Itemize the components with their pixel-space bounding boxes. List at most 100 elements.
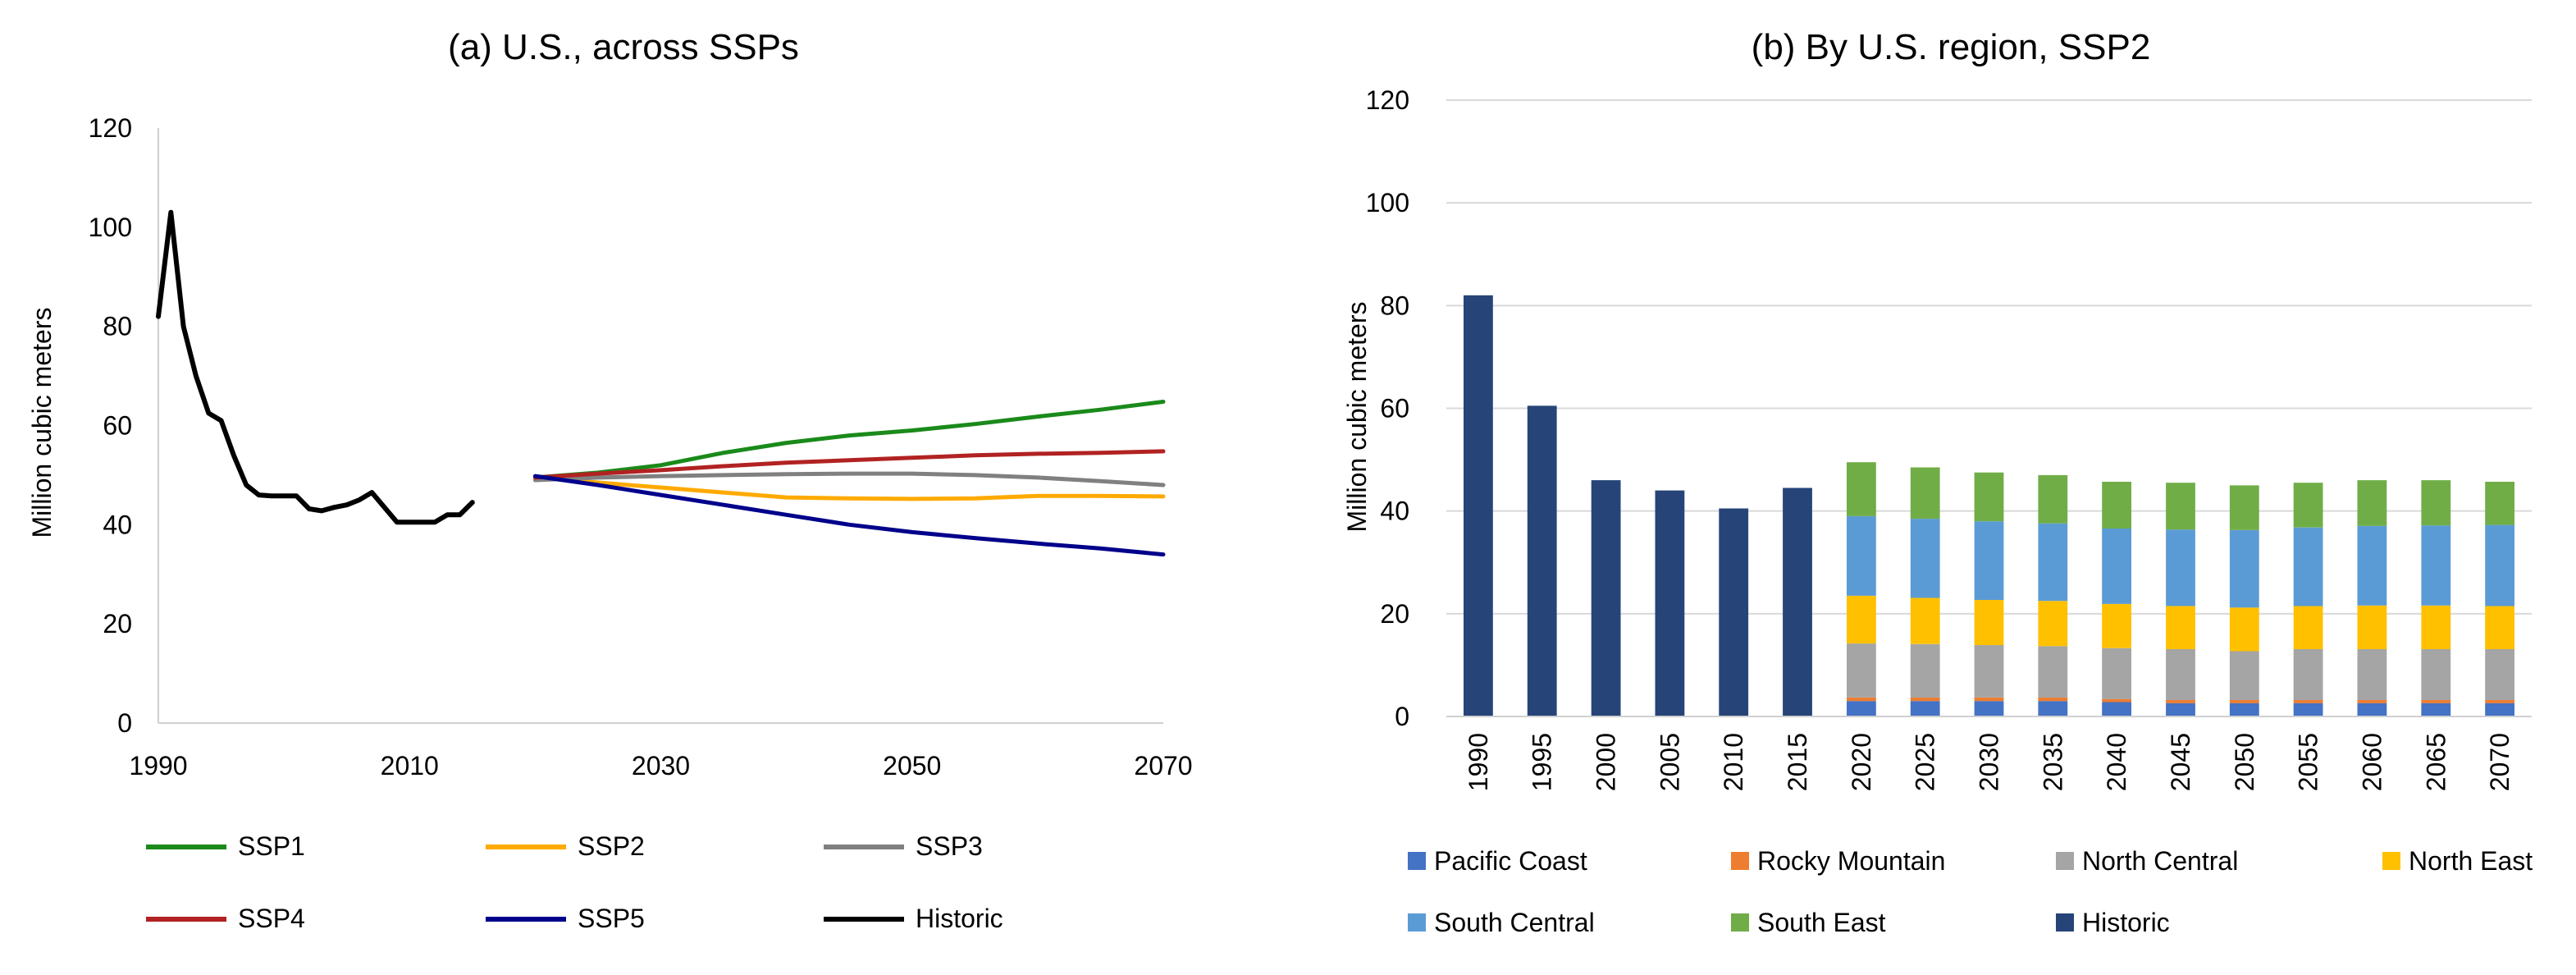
bar-segment-north-central	[1974, 645, 2004, 698]
bar-segment-historic	[1527, 405, 1557, 716]
legend-label-ssp3: SSP3	[916, 831, 983, 861]
bar-segment-pacific-coast	[2102, 702, 2131, 716]
chart-a-y-tick-label: 100	[89, 213, 132, 242]
chart-b-x-tick-label: 2070	[2485, 733, 2514, 791]
series-line-ssp3	[532, 471, 1166, 488]
bar-segment-north-east	[2485, 606, 2514, 649]
series-line-historic	[156, 209, 475, 525]
chart-a-x-tick-label: 2050	[883, 751, 941, 780]
bar-segment-south-central	[2166, 529, 2195, 607]
legend-swatch-pacific-coast	[1408, 852, 1426, 870]
bar-segment-south-central	[2229, 529, 2259, 608]
chart-b: (b) By U.S. region, SSP2 Million cubic m…	[1342, 27, 2533, 937]
legend-label-ssp2: SSP2	[578, 831, 645, 861]
bar-segment-pacific-coast	[2229, 703, 2259, 716]
bar-segment-historic	[1783, 488, 1812, 716]
legend-swatch-north-east	[2382, 852, 2400, 870]
chart-b-x-tick-label: 2030	[1975, 733, 2004, 791]
bar-segment-pacific-coast	[2293, 703, 2323, 716]
chart-b-x-tick-label: 2065	[2421, 733, 2450, 791]
chart-a-y-tick-label: 80	[103, 312, 132, 341]
bar-segment-south-central	[2421, 525, 2451, 606]
bar-segment-rocky-mountain	[1847, 697, 1876, 702]
chart-a-title: (a) U.S., across SSPs	[448, 27, 799, 67]
legend-label-north-central: North Central	[2082, 846, 2238, 876]
bar-segment-south-central	[1847, 515, 1876, 596]
chart-b-x-tick-label: 1995	[1528, 733, 1557, 791]
bar-segment-north-east	[2421, 605, 2451, 649]
bar-segment-rocky-mountain	[2166, 700, 2195, 703]
bar-segment-rocky-mountain	[2229, 700, 2259, 703]
legend-swatch-south-central	[1408, 913, 1426, 932]
chart-b-title: (b) By U.S. region, SSP2	[1752, 27, 2151, 67]
chart-b-y-tick-label: 120	[1366, 85, 1409, 115]
chart-b-x-tick-label: 2055	[2294, 733, 2323, 791]
bar-segment-rocky-mountain	[2357, 700, 2387, 703]
chart-b-x-tick-label: 2020	[1847, 733, 1876, 791]
bar-segment-north-east	[1847, 595, 1876, 644]
chart-b-y-tick-label: 0	[1395, 702, 1409, 731]
bar-segment-pacific-coast	[2485, 703, 2514, 716]
bar-segment-historic	[1591, 480, 1621, 716]
bar-segment-pacific-coast	[1910, 701, 1940, 716]
legend-label-rocky-mountain: Rocky Mountain	[1757, 846, 1945, 876]
bar-segment-north-central	[1910, 643, 1940, 698]
bar-segment-rocky-mountain	[2293, 700, 2323, 703]
chart-b-x-tick-label: 2015	[1783, 733, 1812, 791]
chart-a-y-axis-label: Million cubic meters	[27, 308, 57, 538]
series-line-ssp4	[532, 449, 1166, 480]
bar-segment-south-east	[1974, 472, 2004, 522]
legend-label-south-central: South Central	[1434, 908, 1595, 937]
chart-b-x-tick-label: 2005	[1655, 733, 1684, 791]
bar-segment-south-east	[2102, 482, 2131, 529]
bar-segment-north-east	[2229, 607, 2259, 652]
chart-b-x-tick-label: 2035	[2038, 733, 2067, 791]
legend-label-historic: Historic	[916, 904, 1003, 933]
bar-segment-south-central	[1974, 521, 2004, 600]
bar-segment-rocky-mountain	[2038, 697, 2068, 702]
chart-b-legend-item: Pacific Coast	[1408, 846, 1587, 876]
chart-a-axes: 0 20 40 60 80 100 120 1990 2010 2030 2050 2070	[89, 113, 1193, 780]
bar-segment-historic	[1464, 295, 1493, 716]
legend-swatch-north-central	[2056, 852, 2074, 870]
bar-segment-south-east	[2038, 474, 2068, 524]
bar-segment-historic	[1719, 508, 1749, 716]
bar-segment-pacific-coast	[1847, 701, 1876, 716]
legend-swatch-south-east	[1731, 913, 1749, 932]
chart-b-legend-item: Historic	[2056, 908, 2170, 937]
bar-segment-south-central	[2038, 523, 2068, 602]
chart-a-y-tick-label: 40	[103, 510, 132, 539]
chart-a: (a) U.S., across SSPs Million cubic mete…	[27, 27, 1193, 933]
chart-a-legend: SSP1 SSP2 SSP3 SSP4 SSP5 Historic	[146, 831, 1003, 933]
legend-label-south-east: South East	[1757, 908, 1886, 937]
bar-segment-south-east	[2485, 482, 2514, 525]
bar-segment-south-east	[1910, 467, 1940, 520]
bar-segment-north-central	[2038, 646, 2068, 698]
bar-segment-pacific-coast	[2038, 701, 2068, 716]
bar-segment-south-east	[2357, 480, 2387, 526]
bar-segment-north-central	[2102, 648, 2131, 699]
bar-segment-south-east	[2293, 483, 2323, 528]
chart-b-legend: Pacific Coast Rocky Mountain North Central…	[1408, 846, 2533, 937]
legend-label-ssp4: SSP4	[238, 904, 305, 933]
chart-a-x-tick-label: 2010	[381, 751, 439, 780]
legend-label-ssp1: SSP1	[238, 831, 305, 861]
chart-b-y-tick-label: 80	[1380, 291, 1409, 320]
legend-label-ssp5: SSP5	[578, 904, 645, 933]
chart-b-legend-item: North East	[2382, 846, 2533, 876]
bar-segment-south-central	[2485, 524, 2514, 607]
chart-b-legend-item: North Central	[2056, 846, 2238, 876]
chart-a-legend-item: SSP5	[486, 904, 645, 933]
chart-a-x-tick-label: 2070	[1134, 751, 1192, 780]
chart-a-legend-item: SSP2	[486, 831, 645, 861]
bar-segment-north-central	[1847, 643, 1876, 698]
bar-segment-south-east	[2229, 485, 2259, 530]
bar-segment-pacific-coast	[2166, 703, 2195, 716]
legend-label-historic: Historic	[2082, 908, 2170, 937]
bar-segment-north-central	[2293, 649, 2323, 700]
bar-segment-south-central	[2293, 527, 2323, 607]
chart-b-y-tick-label: 60	[1380, 394, 1409, 423]
chart-b-y-tick-label: 40	[1380, 497, 1409, 526]
bar-segment-north-central	[2357, 649, 2387, 700]
